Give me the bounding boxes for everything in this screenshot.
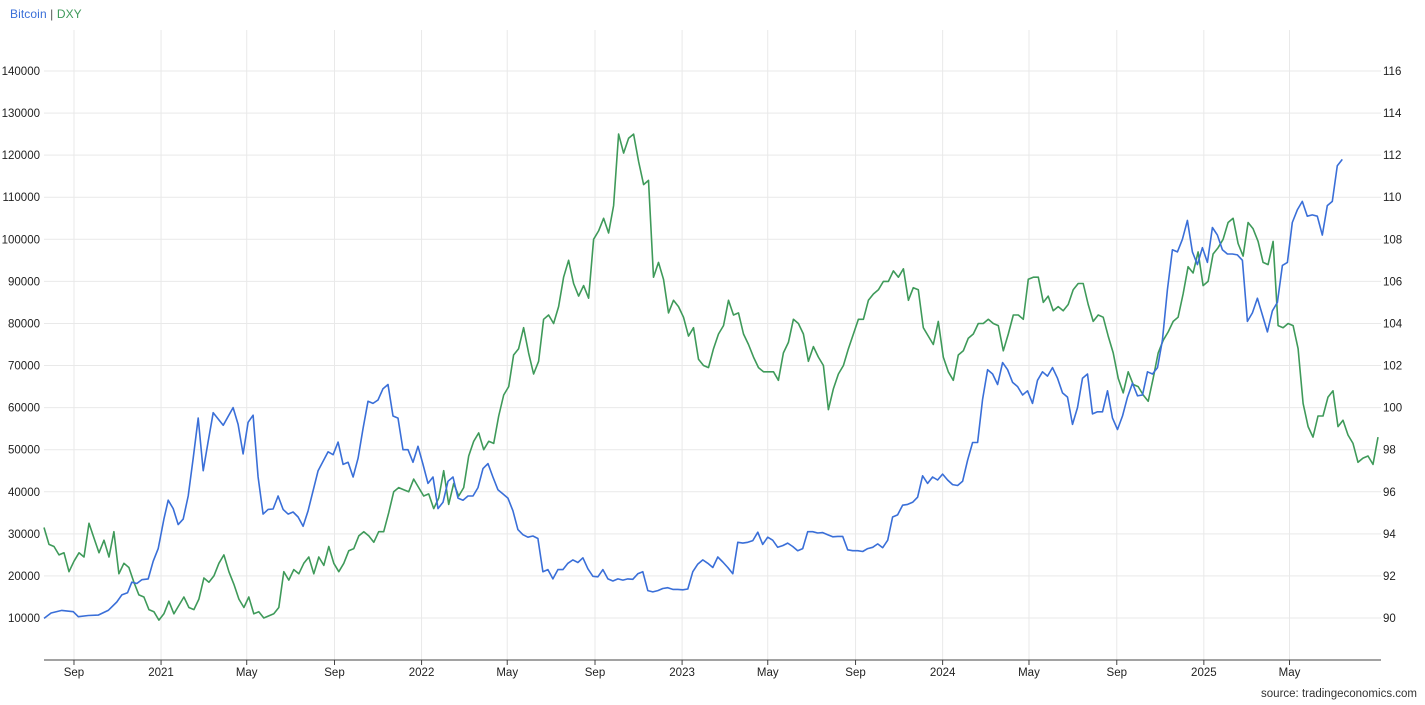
left-tick-label: 70000	[8, 361, 40, 373]
x-tick-label: 2025	[1191, 667, 1217, 679]
series-line-bitcoin[interactable]	[43, 158, 1343, 620]
right-tick-label: 96	[1383, 487, 1396, 499]
x-tick-label: Sep	[845, 667, 865, 679]
left-tick-label: 40000	[8, 487, 40, 499]
legend-bitcoin[interactable]: Bitcoin	[10, 7, 47, 21]
left-tick-label: 50000	[8, 445, 40, 457]
x-tick-label: Sep	[585, 667, 605, 679]
right-tick-label: 110	[1383, 192, 1401, 204]
right-tick-label: 90	[1383, 613, 1396, 625]
x-axis-ticks: Sep 2021 May Sep 2022 May Sep 2023 May Sep 2024 May…	[64, 660, 1301, 679]
left-tick-label: 110000	[2, 192, 40, 204]
x-tick-label: Sep	[64, 667, 84, 679]
left-tick-label: 10000	[8, 613, 40, 625]
left-tick-label: 30000	[8, 529, 40, 541]
right-tick-label: 104	[1383, 318, 1403, 330]
right-tick-label: 100	[1383, 403, 1402, 415]
legend-dxy[interactable]: DXY	[56, 7, 82, 21]
left-tick-label: 120000	[2, 150, 40, 162]
x-tick-label: Sep	[324, 667, 344, 679]
left-tick-label: 100000	[2, 234, 40, 246]
x-tick-label: May	[236, 667, 258, 679]
x-tick-label: May	[496, 667, 518, 679]
series-line-dxy[interactable]	[43, 133, 1379, 621]
x-tick-label: 2021	[148, 667, 174, 679]
left-tick-label: 90000	[8, 276, 40, 288]
x-tick-label: May	[1279, 667, 1301, 679]
x-tick-label: Sep	[1107, 667, 1127, 679]
right-axis-ticks: 90 92 94 96 98 100 102 104 106 108 110 112 114 116	[1383, 66, 1403, 625]
right-tick-label: 106	[1383, 276, 1402, 288]
x-tick-label: 2022	[409, 667, 435, 679]
left-tick-label: 80000	[8, 318, 40, 330]
right-tick-label: 112	[1383, 150, 1401, 162]
legend-separator: |	[50, 7, 54, 21]
right-tick-label: 102	[1383, 361, 1402, 373]
left-tick-label: 140000	[2, 66, 40, 78]
left-tick-label: 60000	[8, 403, 40, 415]
left-tick-label: 130000	[2, 108, 40, 120]
x-tick-label: May	[1018, 667, 1040, 679]
source-note[interactable]: source: tradingeconomics.com	[1261, 688, 1417, 700]
right-tick-label: 114	[1383, 108, 1402, 120]
left-tick-label: 20000	[8, 571, 40, 583]
left-axis-ticks: 10000 20000 30000 40000 50000 60000 70000 80000…	[2, 66, 40, 625]
x-tick-label: 2024	[930, 667, 956, 679]
chart-grid	[44, 30, 1381, 660]
right-tick-label: 108	[1383, 234, 1402, 246]
right-tick-label: 116	[1383, 66, 1401, 78]
right-tick-label: 94	[1383, 529, 1396, 541]
x-tick-label: 2023	[669, 667, 695, 679]
right-tick-label: 92	[1383, 571, 1396, 583]
chart-legend: Bitcoin | DXY	[10, 7, 82, 21]
x-tick-label: May	[757, 667, 779, 679]
right-tick-label: 98	[1383, 445, 1396, 457]
